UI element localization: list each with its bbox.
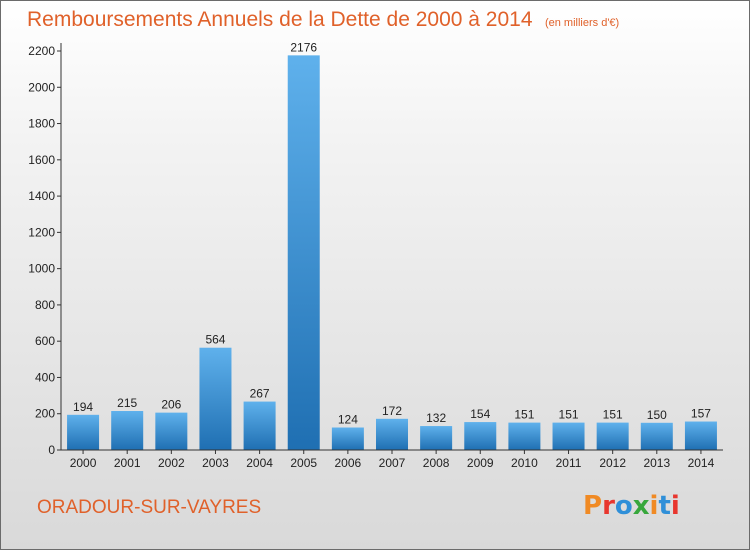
bar-2003 (199, 347, 232, 450)
logo-letter: i (649, 491, 659, 521)
y-tick-label: 1000 (28, 262, 55, 276)
bar-2012 (596, 422, 629, 450)
y-tick-label: 600 (35, 334, 55, 348)
bar-2007 (376, 418, 408, 450)
x-tick-label-2010: 2010 (511, 456, 538, 470)
logo-letter: P (583, 491, 603, 521)
y-axis: 0 200 400 600 800 1000 1200 1400 1600 1800 2000 220… (28, 43, 62, 457)
x-tick-label-2002: 2002 (158, 456, 185, 470)
bar-2011 (552, 422, 585, 450)
chart-unit-note: (en milliers d'€) (544, 17, 620, 29)
y-tick-label: 0 (48, 443, 55, 457)
y-tick-label: 400 (35, 370, 55, 384)
y-tick-label: 1200 (28, 225, 55, 239)
logo-letter: r (602, 491, 615, 521)
bar-2010 (508, 422, 541, 450)
logo-letter: t (658, 491, 671, 521)
y-tick-label: 2000 (28, 80, 55, 94)
y-tick-label: 1400 (28, 189, 55, 203)
data-label-2012: 151 (603, 408, 623, 422)
data-label-2011: 151 (559, 408, 579, 422)
bars: 194 215 206 564 267 2176 124 172 132 154 151 151 151… (67, 40, 717, 451)
data-label-2002: 206 (161, 398, 181, 412)
data-label-2003: 564 (205, 333, 225, 347)
bar-2014 (684, 421, 717, 450)
bar-2013 (640, 422, 673, 450)
bar-2001 (111, 411, 144, 450)
x-tick-label-2013: 2013 (643, 456, 670, 470)
x-tick-label-2011: 2011 (556, 456, 582, 470)
logo-letter: o (614, 491, 633, 521)
logo-letter: x (632, 491, 650, 521)
data-label-2006: 124 (338, 413, 358, 427)
data-label-2014: 157 (691, 407, 711, 421)
chart-title: Remboursements Annuels de la Dette de 20… (27, 8, 533, 31)
y-tick-label: 800 (35, 298, 55, 312)
bar-2000 (67, 414, 100, 450)
commune-name: ORADOUR-SUR-VAYRES (37, 497, 262, 518)
x-tick-label-2003: 2003 (202, 456, 229, 470)
data-label-2013: 150 (647, 408, 667, 422)
bar-2002 (155, 412, 188, 450)
x-tick-label-2004: 2004 (246, 456, 273, 470)
x-tick-label-2001: 2001 (114, 456, 141, 470)
data-label-2005: 2176 (290, 40, 317, 54)
title-row: Remboursements Annuels de la Dette de 20… (27, 8, 727, 38)
x-tick-label-2014: 2014 (688, 456, 715, 470)
proxiti-logo: Proxiti (583, 491, 680, 521)
data-label-2010: 151 (514, 408, 534, 422)
bar-2009 (464, 422, 497, 450)
bar-2006 (331, 427, 364, 450)
y-tick-label: 2200 (28, 44, 55, 58)
x-tick-label-2005: 2005 (290, 456, 317, 470)
data-label-2008: 132 (426, 411, 446, 425)
bar-2004 (243, 401, 276, 450)
x-tick-label-2007: 2007 (379, 456, 406, 470)
x-tick-label-2009: 2009 (467, 456, 494, 470)
data-label-2009: 154 (470, 407, 490, 421)
x-axis: 2000 2001 2002 2003 2004 2005 2006 2007 2008 2009… (61, 449, 723, 470)
data-label-2000: 194 (73, 400, 93, 414)
data-label-2004: 267 (250, 387, 270, 401)
x-tick-label-2008: 2008 (423, 456, 450, 470)
data-label-2001: 215 (117, 396, 137, 410)
bar-2005 (287, 55, 320, 451)
x-tick-label-2000: 2000 (70, 456, 97, 470)
y-tick-label: 1600 (28, 153, 55, 167)
x-tick-label-2006: 2006 (335, 456, 362, 470)
x-tick-label-2012: 2012 (599, 456, 626, 470)
data-label-2007: 172 (382, 404, 402, 418)
bar-2008 (420, 426, 453, 450)
y-tick-label: 1800 (28, 117, 55, 131)
logo-letter: i (670, 491, 680, 521)
y-tick-label: 200 (35, 407, 55, 421)
